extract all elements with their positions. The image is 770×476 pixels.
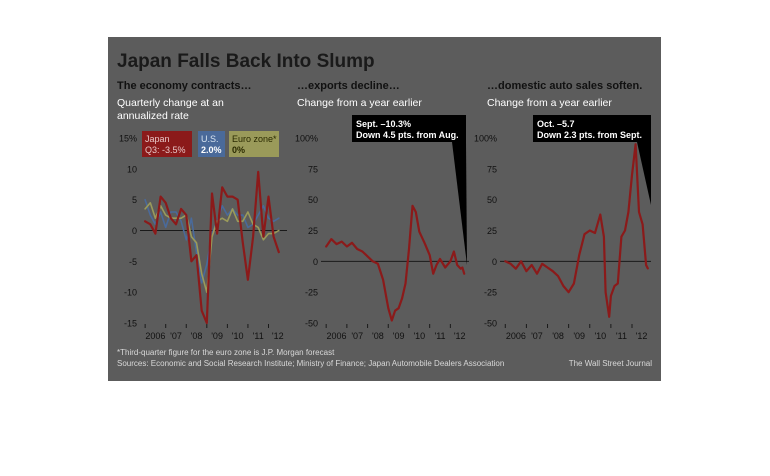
annotation-box: [352, 115, 466, 142]
y-tick-label: 0: [313, 257, 318, 267]
y-tick-label: 0: [132, 226, 137, 236]
series-line-japan: [504, 143, 649, 318]
annotation-box: [533, 115, 651, 142]
x-tick-label: '08: [191, 331, 203, 341]
x-tick-label: '07: [531, 331, 543, 341]
figure-title: Japan Falls Back Into Slump: [117, 51, 375, 72]
x-tick-label: '10: [232, 331, 244, 341]
x-tick-label: 2006: [145, 331, 165, 341]
y-tick-label: -50: [305, 319, 318, 329]
footnote: *Third-quarter figure for the euro zone …: [117, 348, 335, 357]
panel-title: …domestic auto sales soften.: [487, 80, 642, 92]
annotation-text: Sept. –10.3%: [356, 119, 411, 129]
x-tick-label: '08: [372, 331, 384, 341]
x-tick-label: '07: [351, 331, 363, 341]
y-tick-label: 50: [308, 195, 318, 205]
annotation-pointer: [452, 142, 467, 265]
annotation-text: Oct. –5.7: [537, 119, 575, 129]
y-tick-label: -15: [124, 319, 137, 329]
panel-subtitle: Change from a year earlier: [487, 97, 612, 109]
x-tick-label: '12: [272, 331, 284, 341]
y-tick-label: 50: [487, 195, 497, 205]
y-tick-label: -25: [305, 288, 318, 298]
y-tick-label: 10: [127, 164, 137, 174]
y-tick-label: -25: [484, 288, 497, 298]
x-tick-label: 2006: [327, 331, 347, 341]
legend-label: U.S.: [201, 134, 219, 144]
legend-label: Euro zone*: [232, 134, 277, 144]
legend-box: [142, 131, 192, 157]
series-line-euro-zone: [144, 202, 280, 293]
panel-subtitle: Quarterly change at an: [117, 97, 224, 109]
x-tick-label: '09: [211, 331, 223, 341]
x-tick-label: '12: [454, 331, 466, 341]
y-tick-label: 25: [308, 226, 318, 236]
y-tick-label: 75: [308, 164, 318, 174]
y-tick-label: 5: [132, 195, 137, 205]
legend-label: Japan: [145, 134, 170, 144]
y-tick-label: 100%: [474, 134, 497, 144]
sources: Sources: Economic and Social Research In…: [117, 359, 504, 368]
series-line-u-s: [144, 198, 280, 284]
legend-box: [198, 131, 225, 157]
panel-subtitle: Change from a year earlier: [297, 97, 422, 109]
x-tick-label: '09: [573, 331, 585, 341]
y-tick-label: 100%: [295, 134, 318, 144]
x-tick-label: '11: [616, 331, 627, 341]
y-tick-label: 15%: [119, 134, 137, 144]
annotation-text: Down 2.3 pts. from Sept.: [537, 130, 642, 140]
legend-value: 2.0%: [201, 145, 222, 155]
x-tick-label: '10: [594, 331, 606, 341]
y-tick-label: 75: [487, 164, 497, 174]
panel-title: The economy contracts…: [117, 80, 251, 92]
x-tick-label: '09: [393, 331, 405, 341]
credit: The Wall Street Journal: [569, 359, 653, 368]
legend-box: [229, 131, 279, 157]
annotation-text: Down 4.5 pts. from Aug.: [356, 130, 459, 140]
legend-value: Q3: -3.5%: [145, 145, 186, 155]
x-tick-label: '11: [253, 331, 264, 341]
x-tick-label: '08: [552, 331, 564, 341]
x-tick-label: '11: [434, 331, 445, 341]
x-tick-label: '07: [170, 331, 182, 341]
series-line-japan: [325, 204, 466, 322]
x-tick-label: '10: [413, 331, 425, 341]
annotation-pointer: [637, 142, 651, 205]
panel-subtitle: annualized rate: [117, 110, 189, 122]
y-tick-label: -50: [484, 319, 497, 329]
x-tick-label: '12: [636, 331, 648, 341]
y-tick-label: 25: [487, 226, 497, 236]
x-tick-label: 2006: [506, 331, 526, 341]
frame-background: [108, 37, 661, 381]
panel-title: …exports decline…: [297, 80, 400, 92]
legend-value: 0%: [232, 145, 245, 155]
y-tick-label: -5: [129, 257, 137, 267]
series-line-japan: [144, 170, 280, 325]
y-tick-label: -10: [124, 288, 137, 298]
y-tick-label: 0: [492, 257, 497, 267]
